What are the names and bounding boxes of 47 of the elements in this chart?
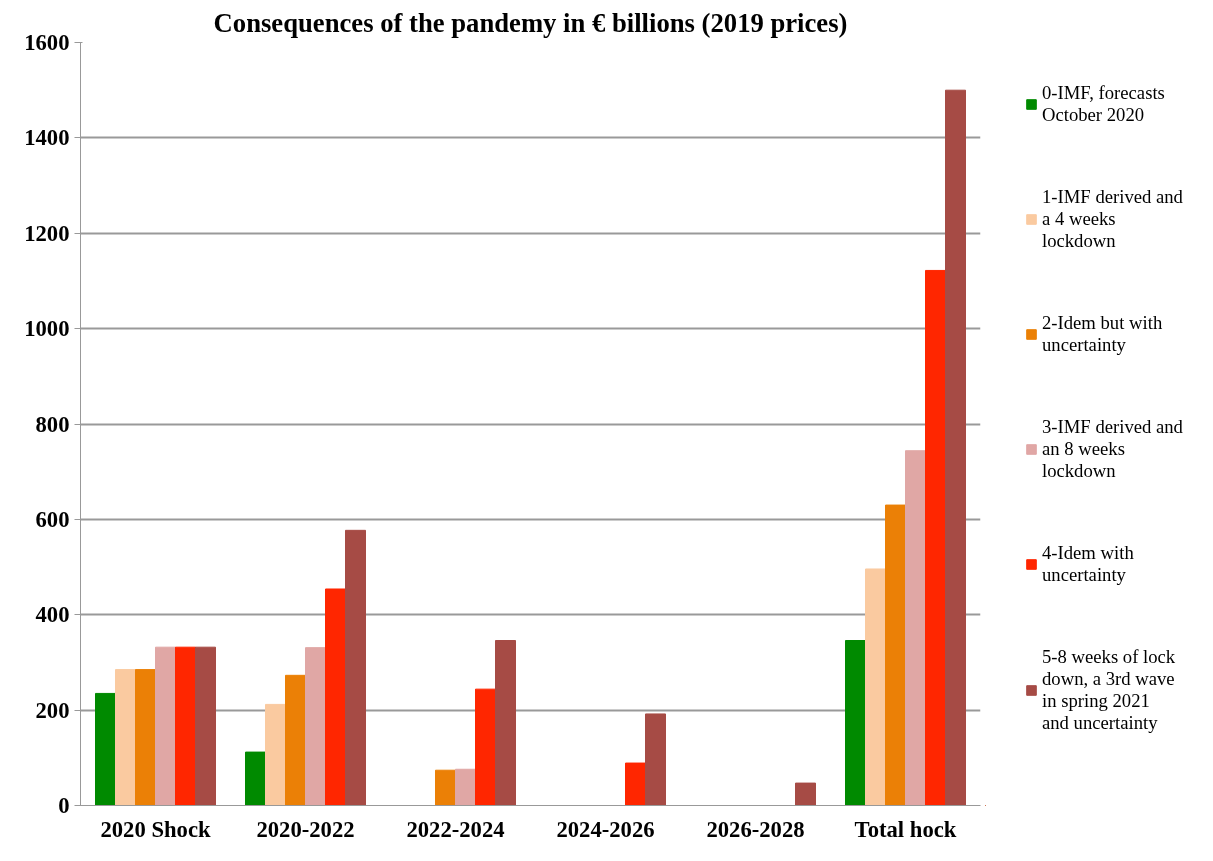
bar — [625, 762, 646, 806]
x-tick-label: 2026-2028 — [706, 816, 805, 842]
x-tick-label: 2022-2024 — [406, 816, 505, 842]
bar — [925, 269, 946, 806]
bar — [945, 89, 966, 806]
bar — [475, 688, 496, 806]
legend-label: 3-IMF derived and an 8 weeks lockdown — [1042, 416, 1183, 482]
bar — [845, 640, 866, 806]
y-tick-label: 400 — [35, 602, 70, 628]
x-tick-label: 2020-2022 — [256, 816, 355, 842]
legend-label: 4-Idem with uncertainty — [1042, 542, 1134, 586]
y-tick-label: 1400 — [24, 125, 70, 151]
bar — [305, 647, 326, 806]
bar — [325, 588, 346, 806]
y-tick-label: 0 — [58, 793, 70, 818]
bar — [115, 669, 136, 806]
y-tick-label: 200 — [35, 697, 70, 723]
y-tick-label: 1000 — [24, 316, 70, 342]
bar — [135, 669, 156, 806]
y-tick-label: 600 — [35, 506, 70, 532]
bar — [345, 529, 366, 806]
bar — [455, 768, 476, 806]
bar — [95, 692, 116, 806]
legend-label: 5-8 weeks of lock down, a 3rd wave in spring 2021 and uncertainty — [1042, 646, 1176, 734]
y-tick-label: 1200 — [24, 220, 70, 246]
bar — [155, 646, 176, 806]
bar — [905, 450, 926, 806]
y-tick-label: 800 — [35, 411, 70, 437]
bar — [435, 769, 456, 806]
bar — [495, 640, 516, 806]
bar — [795, 782, 816, 806]
x-tick-label: Total hock — [854, 816, 957, 842]
bar — [885, 504, 906, 806]
legend-label: 2-Idem but with uncertainty — [1042, 312, 1163, 356]
chart-title: Consequences of the pandemy in € billions (2019 prices) — [213, 7, 848, 38]
bar — [645, 713, 666, 806]
bar — [265, 703, 286, 806]
bar — [195, 646, 216, 806]
bar — [245, 751, 266, 806]
bar — [175, 646, 196, 806]
x-tick-label: 2020 Shock — [100, 816, 211, 842]
legend-label: 0-IMF, forecasts October 2020 — [1042, 82, 1165, 126]
x-tick-label: 2024-2026 — [556, 816, 655, 842]
bar — [865, 568, 886, 806]
legend-label: 1-IMF derived and a 4 weeks lockdown — [1042, 186, 1183, 252]
y-tick-label: 1600 — [24, 30, 70, 55]
bar — [285, 674, 306, 806]
